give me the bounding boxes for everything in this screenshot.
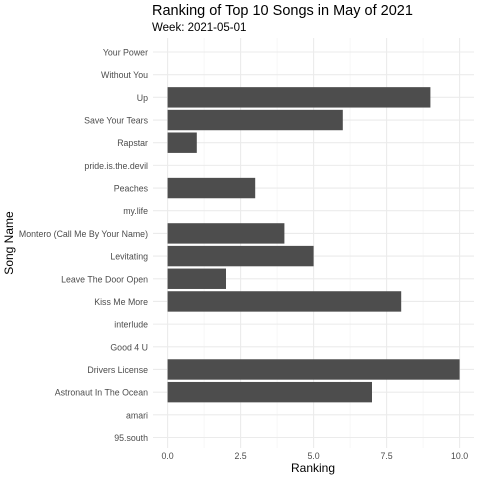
bar xyxy=(167,177,256,199)
y-tick-label: Save Your Tears xyxy=(84,116,149,126)
bar xyxy=(167,359,460,380)
chart-title: Ranking of Top 10 Songs in May of 2021 xyxy=(152,3,413,19)
x-axis-title: Ranking xyxy=(290,461,336,475)
y-tick-label: 95.south xyxy=(114,433,148,443)
x-tick-label: 7.5 xyxy=(380,451,392,461)
y-tick-label: amari xyxy=(126,410,148,420)
bar xyxy=(167,109,343,131)
y-tick-label: Your Power xyxy=(103,48,148,58)
bar xyxy=(167,132,197,153)
y-tick-label: Good 4 U xyxy=(110,342,148,352)
y-tick-label: Leave The Door Open xyxy=(61,274,148,284)
y-tick-label: Drivers License xyxy=(87,365,148,375)
y-tick-label: Montero (Call Me By Your Name) xyxy=(19,229,148,239)
y-tick-label: pride.is.the.devil xyxy=(84,161,148,171)
y-tick-label: Kiss Me More xyxy=(94,297,148,307)
y-tick-label: Peaches xyxy=(114,184,149,194)
x-tick-label: 2.5 xyxy=(234,451,246,461)
y-axis-title: Song Name xyxy=(2,211,16,275)
bar xyxy=(167,381,372,403)
y-tick-label: Rapstar xyxy=(117,138,148,148)
chart-subtitle: Week: 2021-05-01 xyxy=(152,22,247,34)
bar xyxy=(167,291,402,312)
bar xyxy=(167,223,285,244)
x-tick-label: 0.0 xyxy=(161,451,173,461)
y-tick-label: Without You xyxy=(101,70,148,80)
bar xyxy=(167,268,226,289)
y-tick-label: Up xyxy=(137,93,148,103)
x-tick-label: 10.0 xyxy=(451,451,468,461)
bar xyxy=(167,87,431,108)
bar xyxy=(167,245,314,267)
y-tick-label: Levitating xyxy=(110,252,148,262)
y-tick-label: interlude xyxy=(114,320,148,330)
x-tick-label: 5.0 xyxy=(307,451,319,461)
y-tick-label: my.life xyxy=(123,206,148,216)
y-tick-label: Astronaut In The Ocean xyxy=(55,388,148,398)
